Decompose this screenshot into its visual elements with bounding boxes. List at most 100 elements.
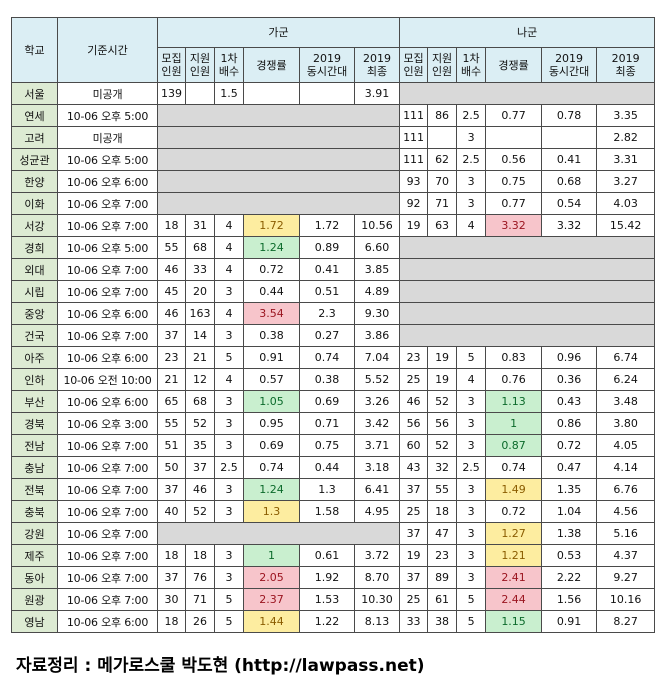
table-row: 이화 10-06 오후 7:00 92 71 3 0.77 0.54 4.03 <box>11 192 656 215</box>
na-first-ratio-cell: 3 <box>456 390 487 413</box>
reference-time: 10-06 오후 5:00 <box>57 236 158 259</box>
header-time: 기준시간 <box>57 17 158 83</box>
na-first-ratio-cell: 5 <box>456 610 487 633</box>
na-group-unavailable <box>399 302 656 325</box>
na-recruit-cell: 25 <box>399 588 429 611</box>
na-same-time-2019-cell: 3.32 <box>541 214 598 237</box>
header-ga-recruit: 모집 인원 <box>157 47 186 83</box>
ga-same-time-2019-cell: 0.44 <box>299 456 355 479</box>
ga-recruit-cell: 46 <box>157 302 186 325</box>
na-first-ratio-cell: 2.5 <box>456 456 487 479</box>
ga-same-time-2019-cell: 2.3 <box>299 302 355 325</box>
na-first-ratio-cell: 3 <box>456 434 487 457</box>
admission-competition-table: 학교 기준시간 가군 나군 모집 인원 지원 인원 1차 배수 경쟁률 2019 동시간… <box>11 17 656 633</box>
na-first-ratio-cell: 3 <box>456 412 487 435</box>
na-group-unavailable <box>399 82 656 105</box>
na-first-ratio-cell: 3 <box>456 170 487 193</box>
na-final-2019-cell: 2.82 <box>596 126 656 149</box>
ga-recruit-cell: 40 <box>157 500 186 523</box>
header-na-competition: 경쟁률 <box>485 47 543 83</box>
ga-competition-rate-cell: 1.3 <box>243 500 300 523</box>
na-final-2019-cell: 3.80 <box>596 412 656 435</box>
na-first-ratio-cell: 3 <box>456 522 487 545</box>
table-row: 성균관 10-06 오후 5:00 111 62 2.5 0.56 0.41 3.31 <box>11 148 656 171</box>
na-applicants-cell: 52 <box>427 390 458 413</box>
ga-same-time-2019-cell: 0.74 <box>299 346 355 369</box>
na-same-time-2019-cell: 1.38 <box>541 522 598 545</box>
ga-recruit-cell: 37 <box>157 478 186 501</box>
na-same-time-2019-cell: 1.35 <box>541 478 598 501</box>
ga-same-time-2019-cell: 0.89 <box>299 236 355 259</box>
table-row: 한양 10-06 오후 6:00 93 70 3 0.75 0.68 3.27 <box>11 170 656 193</box>
na-applicants-cell: 38 <box>427 610 458 633</box>
ga-first-ratio-cell: 5 <box>214 610 244 633</box>
ga-same-time-2019-cell: 0.27 <box>299 324 355 347</box>
ga-applicants-cell: 76 <box>185 566 215 589</box>
table-row: 시립 10-06 오후 7:00 45 20 3 0.44 0.51 4.89 <box>11 280 656 303</box>
ga-competition-rate-cell: 1.72 <box>243 214 300 237</box>
ga-first-ratio-cell: 5 <box>214 346 244 369</box>
na-competition-rate-cell: 0.76 <box>485 368 543 391</box>
ga-recruit-cell: 18 <box>157 544 186 567</box>
na-same-time-2019-cell: 0.36 <box>541 368 598 391</box>
school-name: 인하 <box>11 368 58 391</box>
na-same-time-2019-cell: 0.68 <box>541 170 598 193</box>
na-recruit-cell: 19 <box>399 214 429 237</box>
school-name: 전북 <box>11 478 58 501</box>
school-name: 서울 <box>11 82 58 105</box>
na-applicants-cell: 61 <box>427 588 458 611</box>
na-first-ratio-cell: 5 <box>456 346 487 369</box>
na-group-unavailable <box>399 258 656 281</box>
ga-group-unavailable <box>156 170 401 193</box>
ga-applicants-cell: 37 <box>185 456 215 479</box>
reference-time: 10-06 오후 7:00 <box>57 588 158 611</box>
na-final-2019-cell: 6.76 <box>596 478 656 501</box>
reference-time: 10-06 오후 7:00 <box>57 566 158 589</box>
table-row: 서울 미공개 139 1.5 3.91 <box>11 82 656 105</box>
ga-final-2019-cell: 6.41 <box>353 478 401 501</box>
ga-applicants-cell: 26 <box>185 610 215 633</box>
na-recruit-cell: 46 <box>399 390 429 413</box>
ga-applicants-cell: 18 <box>185 544 215 567</box>
na-competition-rate-cell: 0.74 <box>485 456 543 479</box>
ga-final-2019-cell: 4.89 <box>353 280 401 303</box>
na-final-2019-cell: 6.74 <box>596 346 656 369</box>
ga-first-ratio-cell: 3 <box>214 412 244 435</box>
na-competition-rate-cell: 3.32 <box>485 214 543 237</box>
na-first-ratio-cell: 3 <box>456 126 487 149</box>
ga-applicants-cell: 46 <box>185 478 215 501</box>
na-same-time-2019-cell: 0.53 <box>541 544 598 567</box>
reference-time: 10-06 오후 7:00 <box>57 434 158 457</box>
na-competition-rate-cell: 0.87 <box>485 434 543 457</box>
ga-applicants-cell: 52 <box>185 500 215 523</box>
na-competition-rate-cell: 0.77 <box>485 192 543 215</box>
ga-same-time-2019-cell: 0.38 <box>299 368 355 391</box>
na-recruit-cell: 60 <box>399 434 429 457</box>
na-first-ratio-cell: 3 <box>456 566 487 589</box>
table-row: 전북 10-06 오후 7:00 37 46 3 1.24 1.3 6.41 37 55 3 1.49… <box>11 478 656 501</box>
ga-first-ratio-cell: 4 <box>214 258 244 281</box>
ga-final-2019-cell: 10.30 <box>353 588 401 611</box>
na-applicants-cell: 55 <box>427 478 458 501</box>
table-row: 중앙 10-06 오후 6:00 46 163 4 3.54 2.3 9.30 <box>11 302 656 325</box>
na-competition-rate-cell: 1 <box>485 412 543 435</box>
ga-applicants-cell: 35 <box>185 434 215 457</box>
na-final-2019-cell: 4.03 <box>596 192 656 215</box>
ga-same-time-2019-cell: 1.72 <box>299 214 355 237</box>
na-final-2019-cell: 8.27 <box>596 610 656 633</box>
ga-final-2019-cell: 3.71 <box>353 434 401 457</box>
reference-time: 10-06 오후 6:00 <box>57 302 158 325</box>
table-row: 서강 10-06 오후 7:00 18 31 4 1.72 1.72 10.56 19 63 4 3.… <box>11 214 656 237</box>
ga-final-2019-cell: 8.13 <box>353 610 401 633</box>
school-name: 이화 <box>11 192 58 215</box>
na-competition-rate-cell: 0.77 <box>485 104 543 127</box>
ga-first-ratio-cell: 3 <box>214 566 244 589</box>
ga-first-ratio-cell: 3 <box>214 280 244 303</box>
table-row: 동아 10-06 오후 7:00 37 76 3 2.05 1.92 8.70 37 89 3 2.4… <box>11 566 656 589</box>
reference-time: 10-06 오후 7:00 <box>57 258 158 281</box>
ga-group-unavailable <box>156 522 401 545</box>
header-group-na: 나군 <box>399 17 656 48</box>
na-same-time-2019-cell: 0.86 <box>541 412 598 435</box>
na-competition-rate-cell: 0.75 <box>485 170 543 193</box>
school-name: 고려 <box>11 126 58 149</box>
